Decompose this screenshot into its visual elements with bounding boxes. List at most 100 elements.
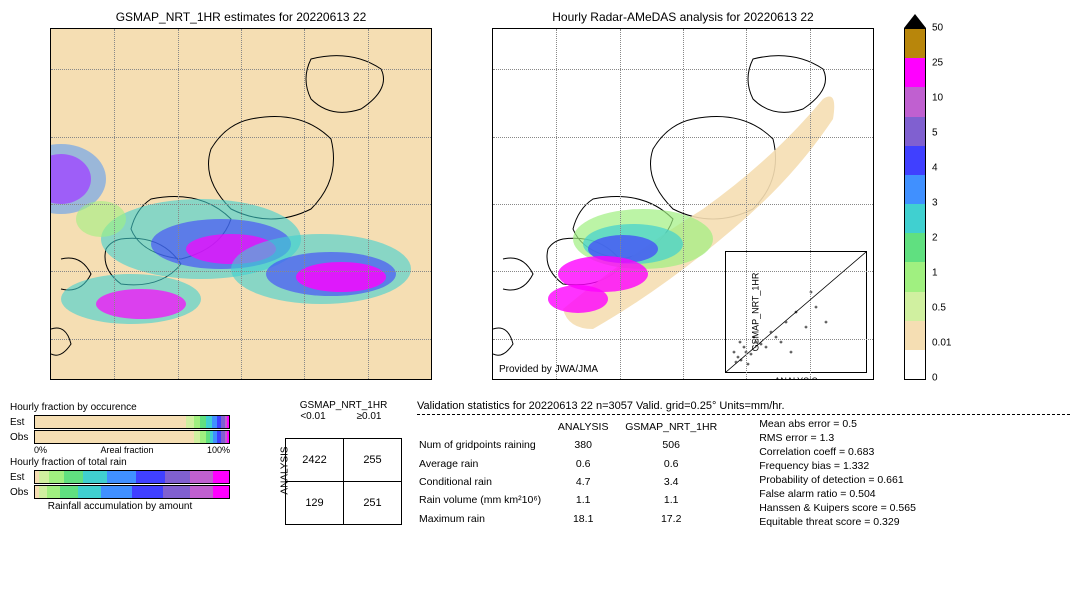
bar-seg bbox=[35, 416, 186, 428]
val-h-gsmap: GSMAP_NRT_1HR bbox=[625, 419, 727, 435]
colorbar bbox=[904, 28, 926, 380]
colorbar-seg bbox=[905, 29, 925, 58]
bar-row-label: Obs bbox=[10, 487, 34, 498]
colorbar-label: 10 bbox=[932, 93, 943, 104]
bar-seg bbox=[213, 486, 229, 498]
bar-seg bbox=[136, 471, 165, 483]
val-a: 380 bbox=[553, 437, 623, 453]
val-g: 3.4 bbox=[625, 474, 727, 490]
bar-seg bbox=[39, 486, 47, 498]
bar-seg bbox=[163, 486, 190, 498]
occurrence-axis: 0% Areal fraction 100% bbox=[34, 445, 230, 455]
bar-seg bbox=[64, 471, 83, 483]
stat-line: Probability of detection = 0.661 bbox=[759, 473, 916, 487]
val-g: 506 bbox=[625, 437, 727, 453]
ct-00: 2422 bbox=[286, 439, 344, 482]
bar-seg bbox=[35, 431, 194, 443]
stat-line: False alarm ratio = 0.504 bbox=[759, 487, 916, 501]
stat-line: Equitable threat score = 0.329 bbox=[759, 515, 916, 529]
ct-11: 251 bbox=[344, 482, 402, 525]
colorbar-seg bbox=[905, 204, 925, 233]
map-right-frame: ANALYSIS GSMAP_NRT_1HR Provided by JWA/J… bbox=[492, 28, 874, 380]
val-g: 17.2 bbox=[625, 511, 727, 527]
occurrence-title: Hourly fraction by occurence bbox=[10, 402, 230, 413]
val-a: 18.1 bbox=[553, 511, 623, 527]
validation-row: Conditional rain4.73.4 bbox=[419, 474, 727, 490]
stats-column: Mean abs error = 0.5RMS error = 1.3Corre… bbox=[759, 417, 916, 529]
val-h-analysis: ANALYSIS bbox=[553, 419, 623, 435]
bar-row-label: Est bbox=[10, 472, 34, 483]
val-label: Rain volume (mm km²10⁶) bbox=[419, 492, 551, 508]
bar-seg bbox=[107, 471, 136, 483]
colorbar-seg bbox=[905, 350, 925, 379]
colorbar-seg bbox=[905, 175, 925, 204]
colorbar-col bbox=[904, 10, 926, 380]
occ-axis-0: 0% bbox=[34, 445, 47, 455]
bar-track bbox=[34, 430, 230, 444]
bar-track bbox=[34, 415, 230, 429]
contingency: GSMAP_NRT_1HR <0.01 ≥0.01 2422255 129251… bbox=[285, 400, 402, 529]
colorbar-seg bbox=[905, 321, 925, 350]
validation-row: Rain volume (mm km²10⁶)1.11.1 bbox=[419, 492, 727, 508]
map-right-panel: Hourly Radar-AMeDAS analysis for 2022061… bbox=[492, 10, 874, 380]
bar-seg bbox=[39, 471, 49, 483]
map-left-panel: GSMAP_NRT_1HR estimates for 20220613 22 bbox=[50, 10, 432, 380]
validation-row: Num of gridpoints raining380506 bbox=[419, 437, 727, 453]
ct-side-header: ANALYSIS bbox=[280, 446, 291, 494]
colorbar-label: 1 bbox=[932, 268, 938, 279]
small-bars: Hourly fraction by occurence Est Obs 0% A… bbox=[10, 400, 230, 529]
bar-seg bbox=[213, 471, 229, 483]
bar-seg bbox=[132, 486, 163, 498]
provided-by: Provided by JWA/JMA bbox=[499, 364, 598, 375]
colorbar-label: 2 bbox=[932, 233, 938, 244]
validation-row: Maximum rain18.117.2 bbox=[419, 511, 727, 527]
bar-seg bbox=[227, 431, 229, 443]
val-label: Maximum rain bbox=[419, 511, 551, 527]
bar-seg bbox=[186, 416, 194, 428]
bar-row: Est bbox=[10, 470, 230, 484]
bar-seg bbox=[60, 486, 77, 498]
stat-line: Mean abs error = 0.5 bbox=[759, 417, 916, 431]
bottom-row: Hourly fraction by occurence Est Obs 0% A… bbox=[10, 400, 1070, 529]
ct-01: 255 bbox=[344, 439, 402, 482]
bar-track bbox=[34, 470, 230, 484]
val-label: Average rain bbox=[419, 456, 551, 472]
colorbar-wrap: 502510543210.50.010 bbox=[904, 10, 962, 380]
colorbar-seg bbox=[905, 117, 925, 146]
bar-seg bbox=[165, 471, 190, 483]
bar-row-label: Obs bbox=[10, 432, 34, 443]
ct-col-0: <0.01 bbox=[285, 411, 341, 422]
colorbar-labels: 502510543210.50.010 bbox=[932, 28, 962, 378]
bar-seg bbox=[83, 471, 106, 483]
colorbar-seg bbox=[905, 292, 925, 321]
scatter-xlabel: ANALYSIS bbox=[774, 376, 817, 380]
val-a: 1.1 bbox=[553, 492, 623, 508]
bar-row: Obs bbox=[10, 430, 230, 444]
validation: Validation statistics for 20220613 22 n=… bbox=[417, 400, 1070, 529]
val-g: 0.6 bbox=[625, 456, 727, 472]
totalrain-title: Hourly fraction of total rain bbox=[10, 457, 230, 468]
ct-10: 129 bbox=[286, 482, 344, 525]
ct-top-header: GSMAP_NRT_1HR bbox=[285, 400, 402, 411]
map-right-title: Hourly Radar-AMeDAS analysis for 2022061… bbox=[492, 10, 874, 24]
bar-row: Obs bbox=[10, 485, 230, 499]
top-row: GSMAP_NRT_1HR estimates for 20220613 22 bbox=[10, 10, 1070, 380]
bar-seg bbox=[190, 471, 213, 483]
bar-seg bbox=[47, 486, 61, 498]
val-label: Conditional rain bbox=[419, 474, 551, 490]
stat-line: Hanssen & Kuipers score = 0.565 bbox=[759, 501, 916, 515]
stat-line: Frequency bias = 1.332 bbox=[759, 459, 916, 473]
bar-seg bbox=[49, 471, 65, 483]
validation-body: ANALYSIS GSMAP_NRT_1HR Num of gridpoints… bbox=[417, 417, 1070, 529]
val-a: 4.7 bbox=[553, 474, 623, 490]
bar-row-label: Est bbox=[10, 417, 34, 428]
validation-row: Average rain0.60.6 bbox=[419, 456, 727, 472]
colorbar-label: 25 bbox=[932, 58, 943, 69]
val-g: 1.1 bbox=[625, 492, 727, 508]
colorbar-label: 3 bbox=[932, 198, 938, 209]
colorbar-label: 50 bbox=[932, 23, 943, 34]
colorbar-seg bbox=[905, 87, 925, 116]
colorbar-label: 4 bbox=[932, 163, 938, 174]
colorbar-label: 0 bbox=[932, 373, 938, 384]
stat-line: RMS error = 1.3 bbox=[759, 431, 916, 445]
